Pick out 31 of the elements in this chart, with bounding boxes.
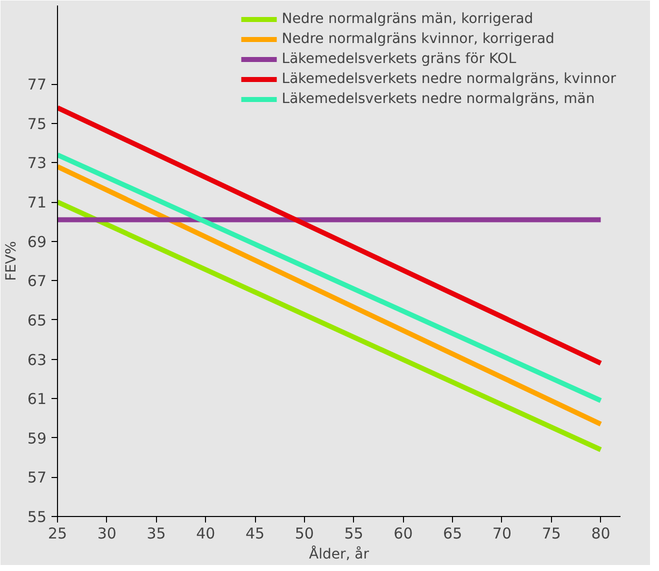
x-tick-label: 75 (542, 524, 561, 542)
y-tick-label: 77 (27, 76, 47, 94)
y-tick-label: 69 (27, 232, 47, 251)
y-tick-label: 57 (27, 468, 47, 487)
x-tick-label: 45 (246, 524, 265, 542)
legend-label: Nedre normalgräns män, korrigerad (282, 11, 534, 27)
x-tick-label: 50 (294, 524, 314, 542)
y-tick-label: 65 (27, 311, 47, 330)
y-tick-label: 55 (27, 508, 47, 526)
y-axis-title: FEV% (3, 241, 20, 281)
x-tick-label: 25 (48, 524, 68, 542)
x-tick-label: 70 (492, 524, 512, 542)
x-tick-label: 65 (443, 524, 462, 542)
y-tick-label: 59 (27, 429, 47, 448)
y-tick-label: 75 (27, 114, 47, 133)
x-tick-label: 55 (344, 524, 364, 542)
y-tick-label: 67 (27, 272, 47, 290)
y-tick-label: 61 (27, 390, 47, 408)
x-tick-label: 40 (196, 524, 216, 542)
y-tick-label: 71 (27, 194, 47, 212)
x-tick-label: 80 (591, 524, 610, 542)
x-tick-label: 60 (394, 524, 413, 542)
x-axis-title: Ålder, år (309, 546, 370, 562)
legend-label: Nedre normalgräns kvinnor, korrigerad (282, 31, 554, 47)
y-tick-label: 73 (27, 154, 47, 172)
x-tick-label: 30 (97, 524, 116, 542)
y-tick-label: 63 (27, 350, 47, 369)
legend-label: Läkemedelsverkets gräns för KOL (282, 51, 516, 67)
legend-label: Läkemedelsverkets nedre normalgräns, män (282, 91, 595, 107)
x-tick-label: 35 (146, 524, 166, 542)
legend-label: Läkemedelsverkets nedre normalgräns, kvinnor (282, 71, 616, 87)
